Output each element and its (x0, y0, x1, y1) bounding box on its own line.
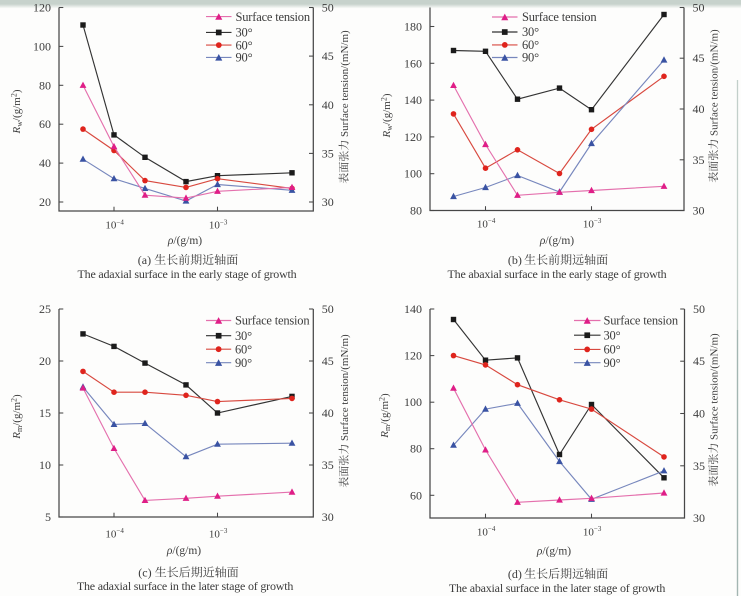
svg-text:60°: 60° (522, 38, 539, 52)
svg-text:Surface tension: Surface tension (235, 314, 310, 328)
svg-text:Surface tension: Surface tension (522, 10, 597, 24)
svg-text:60: 60 (410, 488, 422, 502)
svg-text:45: 45 (693, 354, 705, 368)
svg-text:90°: 90° (604, 356, 621, 370)
svg-text:30: 30 (693, 204, 705, 218)
svg-text:Surface tension/(mN/m): Surface tension/(mN/m) (708, 333, 720, 443)
svg-text:Surface tension/(mN/m): Surface tension/(mN/m) (339, 334, 351, 444)
svg-text:60°: 60° (604, 343, 621, 357)
svg-text:Rw/(g/m2): Rw/(g/m2) (10, 89, 25, 134)
svg-text:30°: 30° (522, 25, 539, 39)
svg-text:60°: 60° (236, 38, 253, 52)
svg-text:40: 40 (693, 407, 705, 421)
svg-text:ρ/(g/m): ρ/(g/m) (167, 235, 202, 247)
svg-text:50: 50 (322, 302, 334, 316)
svg-text:80: 80 (39, 78, 51, 92)
svg-text:120: 120 (33, 1, 51, 15)
svg-text:5: 5 (45, 510, 51, 524)
svg-text:The adaxial surface in the lat: The adaxial surface in the later stage o… (77, 579, 294, 593)
svg-text:120: 120 (404, 130, 422, 144)
svg-text:100: 100 (404, 167, 422, 181)
svg-text:60°: 60° (235, 342, 252, 356)
svg-text:45: 45 (322, 354, 334, 368)
svg-text:90°: 90° (522, 51, 539, 65)
svg-text:35: 35 (693, 459, 705, 473)
svg-text:The abaxial surface in the lat: The abaxial surface in the later stage o… (449, 581, 666, 595)
svg-text:45: 45 (693, 51, 705, 65)
svg-text:80: 80 (410, 204, 422, 218)
svg-text:140: 140 (404, 302, 422, 316)
svg-text:35: 35 (322, 458, 334, 472)
svg-text:30°: 30° (604, 328, 621, 342)
svg-text:(b): (b) (508, 253, 522, 267)
svg-text:Rw/(g/m2): Rw/(g/m2) (380, 93, 395, 138)
svg-text:40: 40 (39, 156, 51, 170)
svg-text:50: 50 (693, 302, 705, 316)
svg-text:35: 35 (322, 146, 334, 160)
svg-text:100: 100 (33, 39, 51, 53)
svg-text:40: 40 (693, 102, 705, 116)
svg-text:Rm/(g/m2): Rm/(g/m2) (10, 394, 25, 440)
svg-text:(d): (d) (508, 567, 522, 581)
svg-text:180: 180 (404, 20, 422, 34)
svg-text:Surface tension: Surface tension (604, 314, 679, 328)
svg-text:ρ/(g/m): ρ/(g/m) (539, 235, 574, 247)
svg-text:ρ/(g/m): ρ/(g/m) (536, 546, 571, 558)
svg-text:50: 50 (693, 1, 705, 15)
svg-text:120: 120 (404, 349, 422, 363)
svg-text:40: 40 (322, 98, 334, 112)
svg-text:30: 30 (322, 510, 334, 524)
svg-text:(c): (c) (138, 566, 151, 580)
svg-text:10: 10 (39, 458, 51, 472)
svg-text:80: 80 (410, 442, 422, 456)
svg-text:Surface tension: Surface tension (236, 10, 311, 24)
svg-text:30: 30 (322, 195, 334, 209)
svg-text:30°: 30° (236, 26, 253, 40)
svg-text:140: 140 (404, 93, 422, 107)
svg-text:Surface tension/(mN/m): Surface tension/(mN/m) (708, 29, 720, 139)
svg-text:90°: 90° (236, 51, 253, 65)
svg-text:30: 30 (693, 511, 705, 525)
svg-text:(a): (a) (138, 253, 151, 267)
svg-text:90°: 90° (235, 356, 252, 370)
svg-text:20: 20 (39, 195, 51, 209)
svg-text:Rm/(g/m2): Rm/(g/m2) (378, 393, 393, 439)
svg-text:15: 15 (39, 406, 51, 420)
svg-text:Surface tension/(mN/m): Surface tension/(mN/m) (339, 30, 351, 140)
svg-text:The abaxial surface in the ear: The abaxial surface in the early stage o… (448, 267, 667, 281)
svg-text:ρ/(g/m): ρ/(g/m) (166, 545, 201, 557)
svg-text:160: 160 (404, 56, 422, 70)
svg-text:45: 45 (322, 49, 334, 63)
svg-text:The adaxial surface in the ear: The adaxial surface in the early stage o… (78, 267, 297, 281)
svg-text:40: 40 (322, 406, 334, 420)
svg-text:25: 25 (39, 302, 51, 316)
svg-text:20: 20 (39, 354, 51, 368)
svg-text:30°: 30° (235, 329, 252, 343)
svg-text:100: 100 (404, 395, 422, 409)
svg-text:60: 60 (39, 117, 51, 131)
svg-text:50: 50 (322, 1, 334, 15)
svg-text:35: 35 (693, 153, 705, 167)
